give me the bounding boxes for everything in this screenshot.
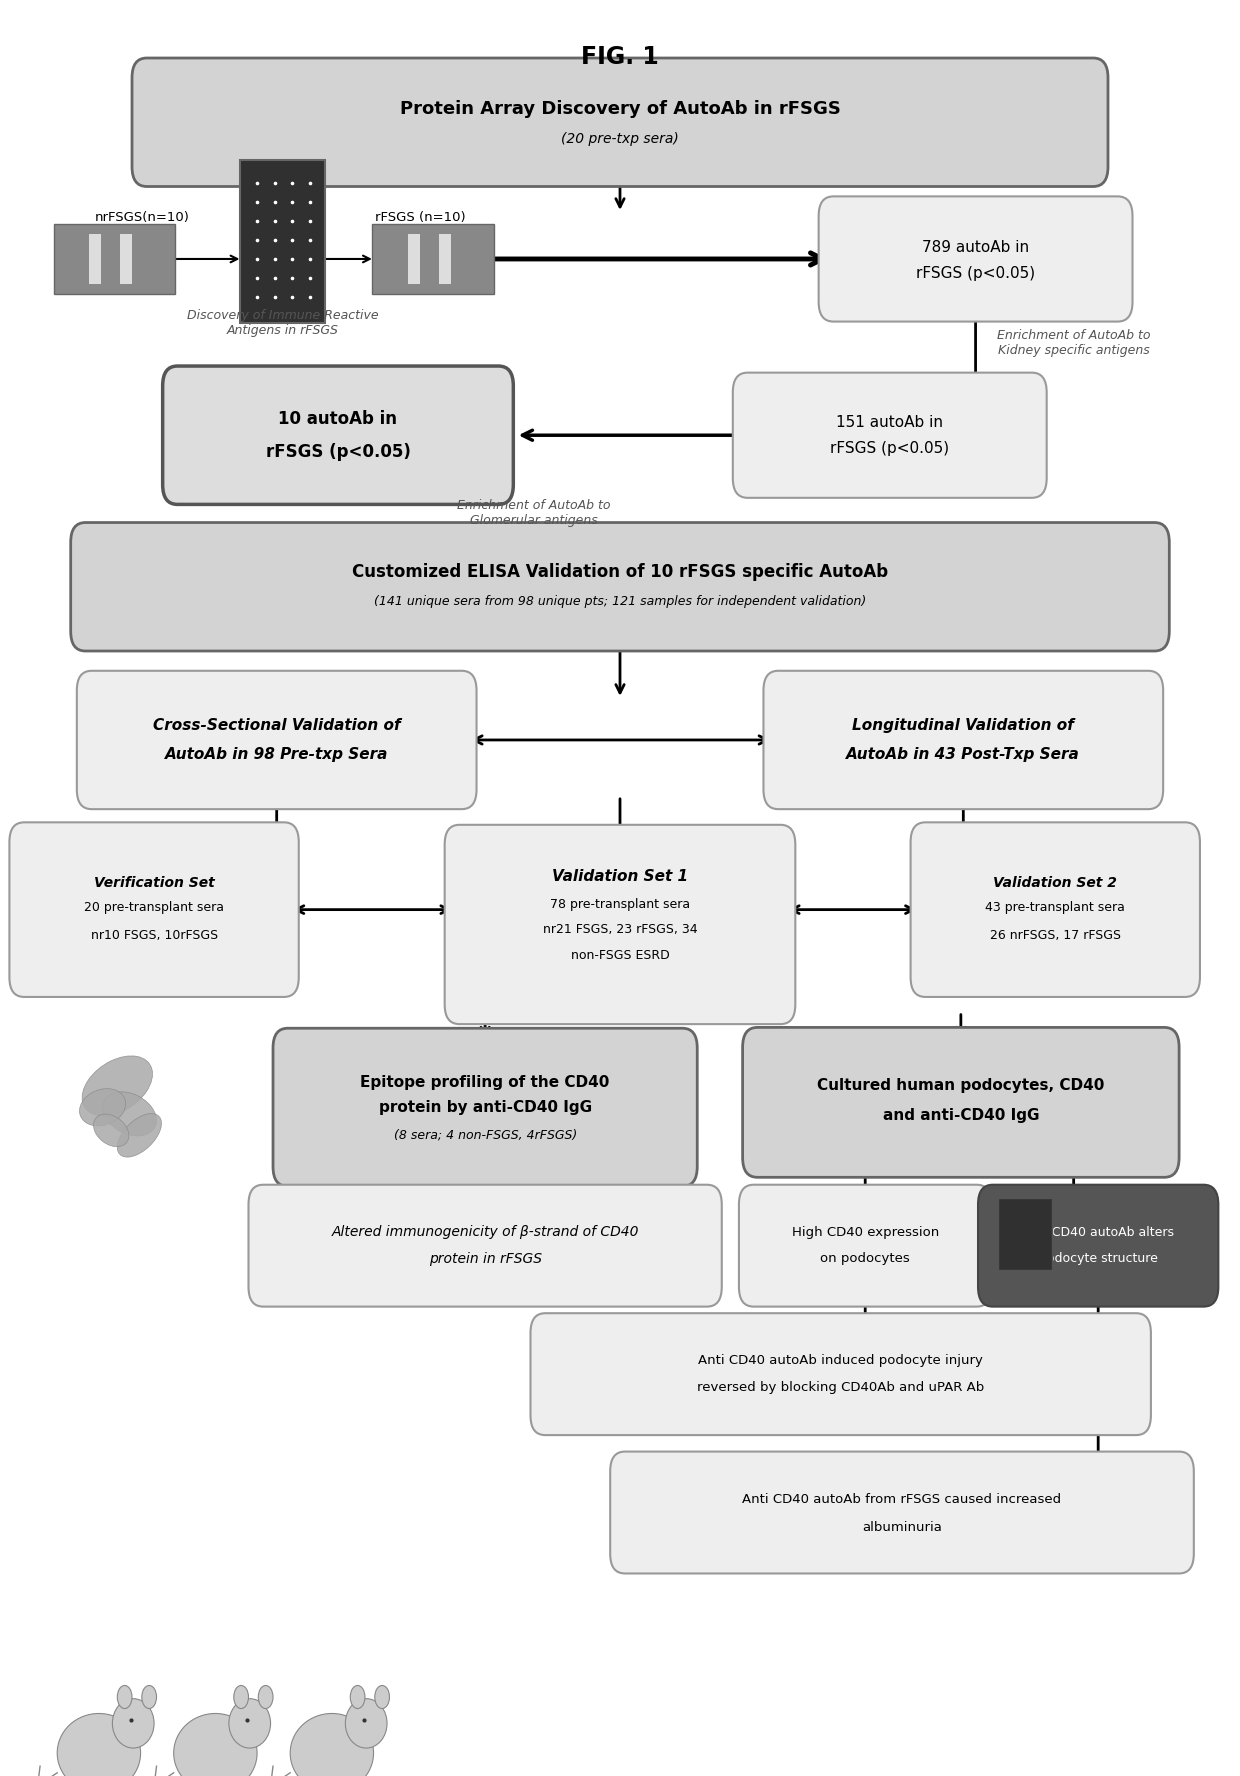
Ellipse shape bbox=[346, 1698, 387, 1748]
Text: Anti CD40 autoAb from rFSGS caused increased: Anti CD40 autoAb from rFSGS caused incre… bbox=[743, 1494, 1061, 1506]
FancyBboxPatch shape bbox=[77, 671, 476, 810]
Text: 43 pre-transplant sera: 43 pre-transplant sera bbox=[986, 902, 1125, 915]
Ellipse shape bbox=[113, 1698, 154, 1748]
Bar bbox=[120, 234, 131, 284]
Text: (20 pre-txp sera): (20 pre-txp sera) bbox=[562, 131, 678, 146]
Text: Anti CD40 autoAb induced podocyte injury: Anti CD40 autoAb induced podocyte injury bbox=[698, 1355, 983, 1368]
FancyBboxPatch shape bbox=[739, 1185, 992, 1307]
Text: nr21 FSGS, 23 rFSGS, 34: nr21 FSGS, 23 rFSGS, 34 bbox=[543, 924, 697, 936]
FancyBboxPatch shape bbox=[248, 1185, 722, 1307]
Ellipse shape bbox=[374, 1685, 389, 1709]
Ellipse shape bbox=[290, 1714, 373, 1776]
Text: and anti-CD40 IgG: and anti-CD40 IgG bbox=[883, 1108, 1039, 1122]
Text: nrFSGS(n=10): nrFSGS(n=10) bbox=[95, 211, 190, 224]
FancyBboxPatch shape bbox=[978, 1185, 1219, 1307]
Text: albuminuria: albuminuria bbox=[862, 1520, 942, 1534]
Text: AutoAb in 43 Post-Txp Sera: AutoAb in 43 Post-Txp Sera bbox=[847, 748, 1080, 762]
Ellipse shape bbox=[103, 1092, 156, 1137]
Text: 78 pre-transplant sera: 78 pre-transplant sera bbox=[549, 899, 691, 911]
Text: rFSGS (p<0.05): rFSGS (p<0.05) bbox=[916, 266, 1035, 281]
Text: Enrichment of AutoAb to
Glomerular antigens: Enrichment of AutoAb to Glomerular antig… bbox=[458, 499, 611, 527]
Text: (141 unique sera from 98 unique pts; 121 samples for independent validation): (141 unique sera from 98 unique pts; 121… bbox=[374, 595, 866, 607]
Text: Validation Set 1: Validation Set 1 bbox=[552, 868, 688, 884]
Text: rFSGS (n=10): rFSGS (n=10) bbox=[374, 211, 465, 224]
FancyBboxPatch shape bbox=[239, 160, 325, 323]
FancyBboxPatch shape bbox=[910, 822, 1200, 996]
Text: rFSGS (p<0.05): rFSGS (p<0.05) bbox=[831, 440, 950, 456]
Ellipse shape bbox=[174, 1714, 257, 1776]
Text: protein by anti-CD40 IgG: protein by anti-CD40 IgG bbox=[378, 1099, 591, 1115]
FancyBboxPatch shape bbox=[818, 197, 1132, 321]
Text: Cultured human podocytes, CD40: Cultured human podocytes, CD40 bbox=[817, 1078, 1105, 1094]
Text: protein in rFSGS: protein in rFSGS bbox=[429, 1252, 542, 1266]
FancyBboxPatch shape bbox=[610, 1451, 1194, 1574]
Text: Epitope profiling of the CD40: Epitope profiling of the CD40 bbox=[361, 1074, 610, 1090]
Bar bbox=[439, 234, 451, 284]
Text: rFSGS (p<0.05): rFSGS (p<0.05) bbox=[265, 442, 410, 460]
Text: Enrichment of AutoAb to
Kidney specific antigens: Enrichment of AutoAb to Kidney specific … bbox=[997, 329, 1151, 357]
Text: podocyte structure: podocyte structure bbox=[1039, 1252, 1158, 1265]
FancyBboxPatch shape bbox=[998, 1197, 1052, 1270]
FancyBboxPatch shape bbox=[743, 1027, 1179, 1177]
FancyBboxPatch shape bbox=[531, 1312, 1151, 1435]
Ellipse shape bbox=[82, 1057, 153, 1115]
FancyBboxPatch shape bbox=[733, 373, 1047, 497]
Text: Altered immunogenicity of β-strand of CD40: Altered immunogenicity of β-strand of CD… bbox=[331, 1225, 639, 1240]
Text: reversed by blocking CD40Ab and uPAR Ab: reversed by blocking CD40Ab and uPAR Ab bbox=[697, 1380, 985, 1394]
Text: AutoAb in 98 Pre-txp Sera: AutoAb in 98 Pre-txp Sera bbox=[165, 748, 388, 762]
FancyBboxPatch shape bbox=[71, 522, 1169, 652]
Text: FIG. 1: FIG. 1 bbox=[582, 44, 658, 69]
FancyBboxPatch shape bbox=[162, 366, 513, 504]
FancyBboxPatch shape bbox=[372, 224, 494, 293]
Text: Discovery of Immune Reactive
Antigens in rFSGS: Discovery of Immune Reactive Antigens in… bbox=[187, 309, 378, 337]
Ellipse shape bbox=[141, 1685, 156, 1709]
Text: Protein Array Discovery of AutoAb in rFSGS: Protein Array Discovery of AutoAb in rFS… bbox=[399, 99, 841, 117]
Text: Verification Set: Verification Set bbox=[94, 876, 215, 890]
FancyBboxPatch shape bbox=[10, 822, 299, 996]
FancyBboxPatch shape bbox=[131, 59, 1109, 186]
Ellipse shape bbox=[57, 1714, 140, 1776]
Text: nr10 FSGS, 10rFSGS: nr10 FSGS, 10rFSGS bbox=[91, 929, 218, 943]
Text: 26 nrFSGS, 17 rFSGS: 26 nrFSGS, 17 rFSGS bbox=[990, 929, 1121, 943]
Ellipse shape bbox=[350, 1685, 365, 1709]
FancyBboxPatch shape bbox=[273, 1028, 697, 1186]
Ellipse shape bbox=[229, 1698, 270, 1748]
Text: Cross-Sectional Validation of: Cross-Sectional Validation of bbox=[153, 718, 401, 733]
FancyBboxPatch shape bbox=[445, 824, 795, 1025]
Text: (8 sera; 4 non-FSGS, 4rFSGS): (8 sera; 4 non-FSGS, 4rFSGS) bbox=[393, 1130, 577, 1142]
Text: Anti CD40 autoAb alters: Anti CD40 autoAb alters bbox=[1023, 1225, 1174, 1240]
Ellipse shape bbox=[118, 1114, 161, 1158]
Text: Validation Set 2: Validation Set 2 bbox=[993, 876, 1117, 890]
Ellipse shape bbox=[234, 1685, 248, 1709]
Text: 151 autoAb in: 151 autoAb in bbox=[836, 414, 944, 430]
Text: High CD40 expression: High CD40 expression bbox=[791, 1225, 939, 1240]
Bar bbox=[89, 234, 102, 284]
FancyBboxPatch shape bbox=[53, 224, 175, 293]
Text: 10 autoAb in: 10 autoAb in bbox=[279, 410, 398, 428]
FancyBboxPatch shape bbox=[764, 671, 1163, 810]
Text: Longitudinal Validation of: Longitudinal Validation of bbox=[852, 718, 1074, 733]
Ellipse shape bbox=[118, 1685, 131, 1709]
Text: Customized ELISA Validation of 10 rFSGS specific AutoAb: Customized ELISA Validation of 10 rFSGS … bbox=[352, 563, 888, 581]
Ellipse shape bbox=[258, 1685, 273, 1709]
Ellipse shape bbox=[93, 1114, 129, 1147]
Text: non-FSGS ESRD: non-FSGS ESRD bbox=[570, 948, 670, 963]
Bar bbox=[408, 234, 420, 284]
Text: 789 autoAb in: 789 autoAb in bbox=[923, 240, 1029, 256]
Ellipse shape bbox=[79, 1089, 125, 1126]
Text: 20 pre-transplant sera: 20 pre-transplant sera bbox=[84, 902, 224, 915]
Text: on podocytes: on podocytes bbox=[821, 1252, 910, 1265]
